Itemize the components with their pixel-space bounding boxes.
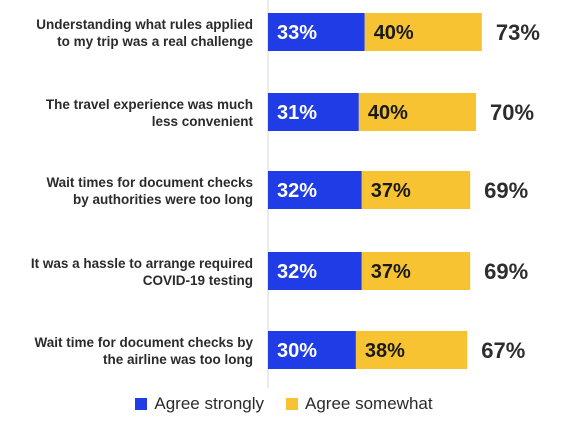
- category-label: Understanding what rules applied to my tr…: [36, 17, 253, 49]
- category-label-line: less convenient: [152, 114, 254, 129]
- category-label-line: the airline was too long: [103, 352, 253, 367]
- total-label: 69%: [484, 259, 528, 284]
- stacked-bar-chart: Understanding what rules applied to my tr…: [31, 0, 540, 388]
- data-label-agree-strongly: 32%: [277, 180, 317, 202]
- total-label: 67%: [481, 338, 525, 363]
- bar-agree-strongly: [268, 171, 362, 209]
- category-label-line: to my trip was a real challenge: [57, 34, 253, 49]
- total-label: 70%: [490, 100, 534, 125]
- category-label: Wait time for document checks by the airl…: [34, 335, 253, 367]
- data-label-agree-somewhat: 40%: [374, 22, 414, 44]
- data-label-agree-strongly: 33%: [277, 22, 317, 44]
- bar-agree-somewhat: [355, 331, 468, 369]
- bar-agree-strongly: [268, 93, 359, 131]
- data-label-agree-strongly: 31%: [277, 102, 317, 124]
- bar-agree-strongly: [268, 331, 356, 369]
- legend: Agree strongly Agree somewhat: [0, 394, 568, 414]
- legend-label: Agree strongly: [154, 394, 265, 413]
- category-label-line: The travel experience was much: [46, 97, 253, 112]
- category-label: It was a hassle to arrange required COVID…: [31, 256, 253, 288]
- bar-agree-somewhat: [364, 13, 482, 51]
- legend-swatch: [286, 398, 299, 410]
- data-label-agree-strongly: 30%: [277, 340, 317, 362]
- data-label-agree-somewhat: 40%: [368, 102, 408, 124]
- data-label-agree-somewhat: 37%: [371, 261, 411, 283]
- category-label-line: It was a hassle to arrange required: [31, 256, 253, 271]
- total-label: 73%: [496, 20, 540, 45]
- total-label: 69%: [484, 178, 528, 203]
- bar-agree-somewhat: [361, 171, 471, 209]
- legend-item-agree-strongly: Agree strongly: [135, 394, 264, 414]
- legend-label: Agree somewhat: [305, 394, 433, 413]
- category-label-line: Wait times for document checks: [46, 175, 253, 190]
- legend-item-agree-somewhat: Agree somewhat: [286, 394, 433, 414]
- data-label-agree-strongly: 32%: [277, 261, 317, 283]
- category-label: Wait times for document checks by authori…: [46, 175, 253, 207]
- category-label-line: by authorities were too long: [73, 192, 253, 207]
- legend-swatch: [135, 398, 148, 410]
- category-label: The travel experience was much less conve…: [46, 97, 254, 129]
- data-label-agree-somewhat: 38%: [365, 340, 405, 362]
- category-label-line: Wait time for document checks by: [34, 335, 253, 350]
- category-label-line: Understanding what rules applied: [36, 17, 253, 32]
- bar-agree-strongly: [268, 13, 365, 51]
- data-label-agree-somewhat: 37%: [371, 180, 411, 202]
- bar-agree-somewhat: [361, 252, 471, 290]
- bar-agree-strongly: [268, 252, 362, 290]
- category-label-line: COVID-19 testing: [143, 273, 253, 288]
- bar-agree-somewhat: [358, 93, 477, 131]
